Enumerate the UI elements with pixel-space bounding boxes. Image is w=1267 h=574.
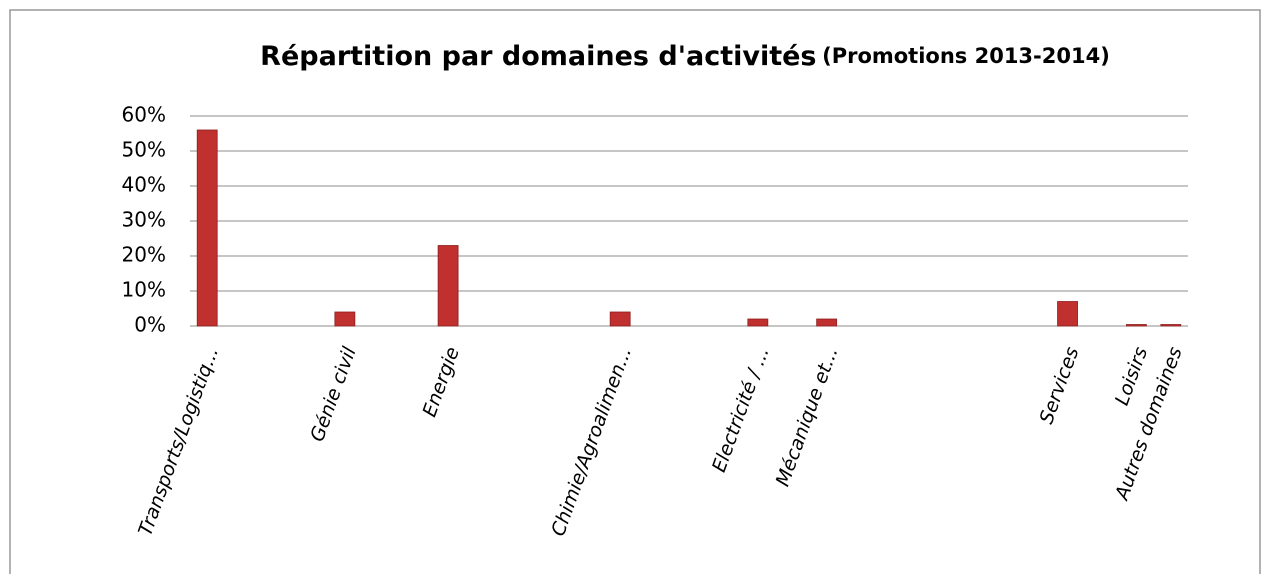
bar — [437, 245, 459, 327]
bar — [196, 129, 218, 327]
chart-title-group: Répartition par domaines d'activités (Pr… — [260, 41, 1110, 72]
y-tick-label: 10% — [122, 278, 166, 302]
bar — [747, 318, 769, 327]
y-tick-label: 50% — [122, 138, 166, 162]
bar — [334, 311, 356, 327]
x-tick-label: Electricité / ... — [708, 344, 774, 475]
bar — [609, 311, 631, 327]
chart-title: Répartition par domaines d'activités — [260, 41, 816, 72]
y-tick-label: 0% — [134, 313, 166, 337]
y-tick-label: 30% — [122, 208, 166, 232]
y-tick-label: 20% — [122, 243, 166, 267]
bar — [1160, 324, 1182, 327]
x-tick-label: Génie civil — [306, 343, 361, 444]
x-tick-label: Services — [1035, 344, 1083, 427]
x-tick-label: Chimie/Agroalimen... — [547, 344, 636, 539]
x-tick-label: Mécanique et... — [772, 344, 843, 489]
bar — [816, 318, 838, 327]
y-tick-label: 60% — [122, 103, 166, 127]
chart-subtitle: (Promotions 2013-2014) — [822, 44, 1110, 68]
bar — [1125, 324, 1147, 327]
chart-frame — [9, 9, 1261, 574]
x-tick-label: Transports/Logistiq... — [134, 344, 223, 539]
x-tick-label: Energie — [418, 344, 463, 420]
bar — [1057, 301, 1078, 327]
y-tick-label: 40% — [122, 173, 166, 197]
